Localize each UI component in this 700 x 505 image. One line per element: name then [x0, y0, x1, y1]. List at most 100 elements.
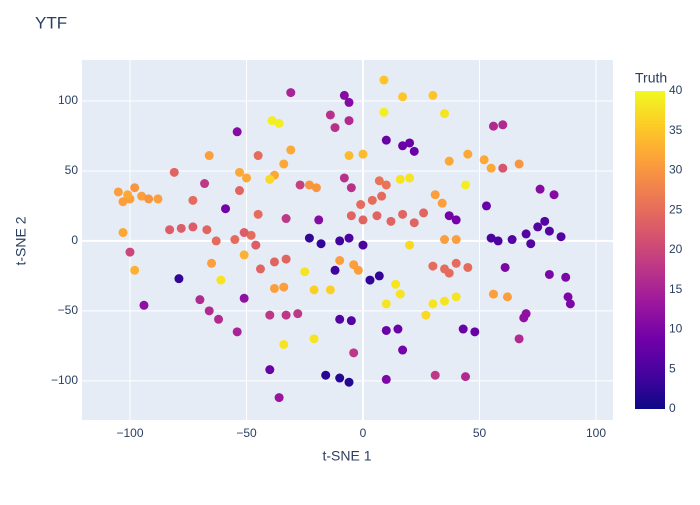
point	[346, 316, 356, 326]
x-tick-label: −50	[236, 426, 257, 440]
point	[316, 239, 326, 249]
point	[309, 285, 319, 295]
colorbar-tick-label: 25	[669, 202, 683, 216]
point	[381, 325, 391, 335]
y-axis-title: t-SNE 2	[13, 216, 29, 265]
point	[444, 156, 454, 166]
point	[265, 365, 275, 375]
point	[195, 295, 205, 305]
point	[549, 190, 559, 200]
point	[344, 233, 354, 243]
x-tick-label: −100	[116, 426, 143, 440]
point	[253, 151, 263, 161]
point	[339, 90, 349, 100]
point	[325, 285, 335, 295]
point	[265, 310, 275, 320]
point	[344, 377, 354, 387]
point	[335, 255, 345, 265]
point	[395, 174, 405, 184]
point	[241, 173, 251, 183]
point	[398, 345, 408, 355]
point	[130, 265, 140, 275]
point	[458, 324, 468, 334]
colorbar	[635, 91, 665, 409]
y-tick-label: 100	[58, 93, 78, 107]
point	[405, 138, 415, 148]
point	[563, 292, 573, 302]
colorbar-tick-label: 5	[669, 361, 676, 375]
point	[498, 163, 508, 173]
point	[353, 265, 363, 275]
point	[137, 191, 147, 201]
point	[174, 274, 184, 284]
point	[330, 123, 340, 133]
point	[493, 236, 503, 246]
point	[521, 229, 531, 239]
point	[379, 75, 389, 85]
point	[372, 211, 382, 221]
point	[281, 310, 291, 320]
point	[451, 258, 461, 268]
point	[488, 121, 498, 131]
point	[346, 183, 356, 193]
point	[325, 110, 335, 120]
point	[428, 299, 438, 309]
point	[451, 292, 461, 302]
point	[393, 324, 403, 334]
point	[381, 180, 391, 190]
point	[214, 314, 224, 324]
point	[265, 174, 275, 184]
y-tick-label: 0	[71, 233, 78, 247]
point	[409, 146, 419, 156]
point	[279, 339, 289, 349]
point	[358, 215, 368, 225]
point	[346, 211, 356, 221]
point	[235, 167, 245, 177]
point	[430, 370, 440, 380]
point	[311, 183, 321, 193]
point	[304, 180, 314, 190]
point	[239, 293, 249, 303]
point	[398, 209, 408, 219]
point	[202, 225, 212, 235]
point	[123, 190, 133, 200]
point	[314, 215, 324, 225]
point	[349, 348, 359, 358]
point	[130, 183, 140, 193]
point	[395, 289, 405, 299]
point	[428, 261, 438, 271]
colorbar-tick-label: 30	[669, 163, 683, 177]
colorbar-tick-label: 20	[669, 242, 683, 256]
point	[381, 374, 391, 384]
point	[286, 88, 296, 98]
x-axis-title: t-SNE 1	[322, 448, 371, 464]
point	[381, 135, 391, 145]
point	[444, 211, 454, 221]
point	[565, 299, 575, 309]
point	[293, 309, 303, 319]
point	[274, 118, 284, 128]
point	[304, 233, 314, 243]
point	[461, 372, 471, 382]
point	[188, 195, 198, 205]
point	[386, 216, 396, 226]
point	[169, 167, 179, 177]
point	[267, 116, 277, 126]
point	[230, 235, 240, 245]
point	[398, 141, 408, 151]
point	[535, 184, 545, 194]
point	[144, 194, 154, 204]
colorbar-title: Truth	[635, 70, 667, 86]
point	[374, 271, 384, 281]
point	[391, 279, 401, 289]
y-tick-label: −100	[51, 373, 78, 387]
point	[200, 179, 210, 189]
point	[405, 173, 415, 183]
point	[451, 215, 461, 225]
point	[216, 275, 226, 285]
point	[239, 250, 249, 260]
point	[309, 334, 319, 344]
point	[165, 225, 175, 235]
point	[281, 254, 291, 264]
